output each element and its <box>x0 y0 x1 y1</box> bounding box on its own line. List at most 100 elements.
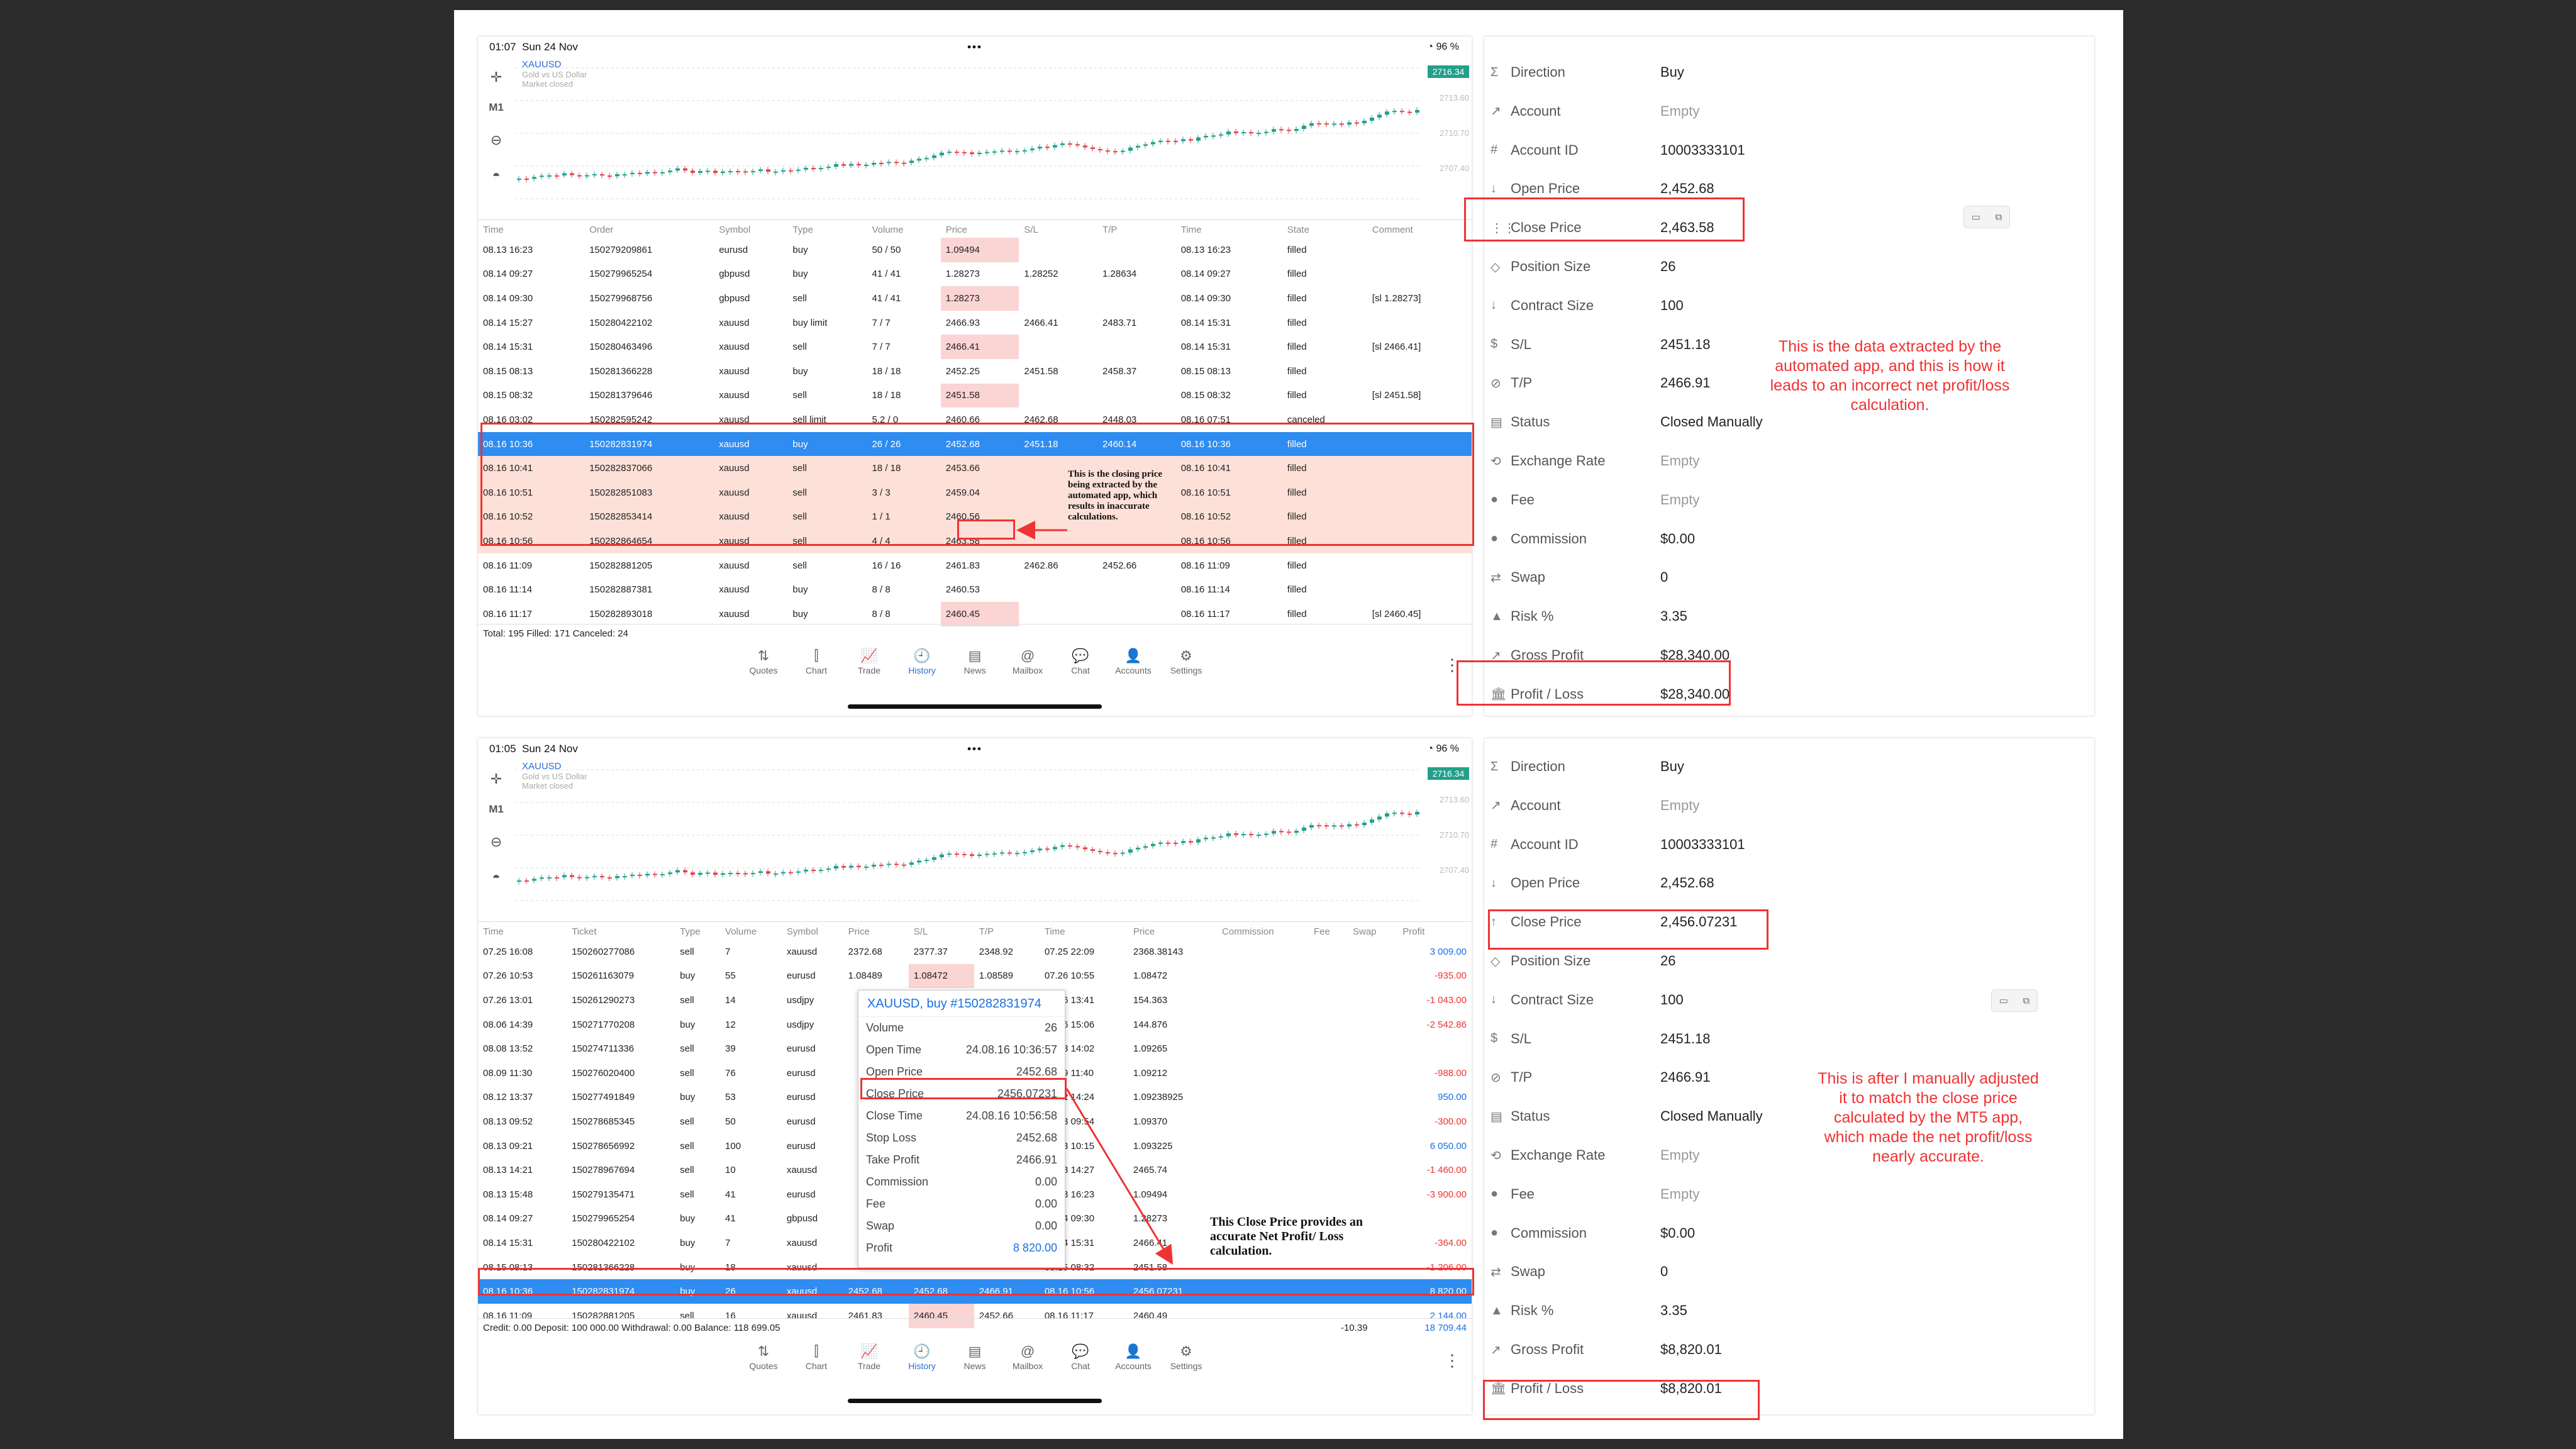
nav-history[interactable]: 🕘 History <box>904 1342 940 1386</box>
detail-row-position-size[interactable]: ◇ Position Size 26 <box>1484 251 2094 282</box>
candlestick-chart[interactable] <box>478 761 1472 922</box>
copy-icon[interactable]: ⧉ <box>1995 211 2002 223</box>
detail-row-fee[interactable]: ● Fee Empty <box>1484 1179 2094 1210</box>
detail-row-exchange-rate[interactable]: ⟲ Exchange Rate Empty <box>1484 1140 2094 1171</box>
table-row[interactable]: 08.08 13:52 150274711336 sell 39 eurusd 08.08… <box>478 1036 1472 1061</box>
home-indicator[interactable] <box>848 1399 1102 1403</box>
indicators-icon[interactable]: ◓ <box>492 167 501 183</box>
detail-row-close-price[interactable]: ⋮⋮ Close Price 2,463.58 <box>1484 212 2094 243</box>
detail-row-status[interactable]: ▤ Status Closed Manually <box>1484 406 2094 438</box>
table-row[interactable]: 08.06 14:39 150271770208 buy 12 usdjpy 08.06 … <box>478 1013 1472 1037</box>
detail-row-close-price[interactable]: ↑ Close Price 2,456.07231 <box>1484 906 2094 938</box>
nav-chart[interactable]: ⫿ Chart <box>798 647 835 691</box>
detail-row-gross-profit[interactable]: ↗ Gross Profit $8,820.01 <box>1484 1334 2094 1365</box>
table-row[interactable]: 07.26 10:53 150261163079 buy 55 eurusd 1.0848… <box>478 963 1472 989</box>
detail-row-position-size[interactable]: ◇ Position Size 26 <box>1484 945 2094 977</box>
detail-row-commission[interactable]: ● Commission $0.00 <box>1484 1218 2094 1249</box>
nav-mailbox[interactable]: @ Mailbox <box>1009 1342 1046 1386</box>
detail-row-open-price[interactable]: ↓ Open Price 2,452.68 <box>1484 867 2094 899</box>
table-row[interactable]: 08.15 08:13 150281366228 xauusd buy 18 / 18 2… <box>478 359 1472 384</box>
nav-quotes[interactable]: ⇅ Quotes <box>745 647 782 691</box>
timeframe-button[interactable]: M1 <box>489 101 504 113</box>
table-row[interactable]: 08.16 10:36 150282831974 xauusd buy 26 / 26 2… <box>478 431 1472 457</box>
table-row[interactable]: 08.16 10:51 150282851083 xauusd sell 3 / 3 24… <box>478 480 1472 505</box>
nav-quotes[interactable]: ⇅ Quotes <box>745 1342 782 1386</box>
price-chart[interactable]: ✛ M1 ⊖ ◓ XAUUSD Gold vs US Dollar Market c… <box>478 761 1472 922</box>
more-options-icon[interactable]: ⋮ <box>1444 1351 1460 1370</box>
nav-accounts[interactable]: 👤 Accounts <box>1115 647 1152 691</box>
detail-row-risk-[interactable]: ▲ Risk % 3.35 <box>1484 601 2094 632</box>
detail-row-exchange-rate[interactable]: ⟲ Exchange Rate Empty <box>1484 445 2094 477</box>
detail-row-fee[interactable]: ● Fee Empty <box>1484 484 2094 516</box>
detail-row-direction[interactable]: Σ Direction Buy <box>1484 751 2094 782</box>
nav-settings[interactable]: ⚙ Settings <box>1168 647 1204 691</box>
table-row[interactable]: 08.13 16:23 150279209861 eurusd buy 50 / 50 1… <box>478 238 1472 262</box>
nav-chat[interactable]: 💬 Chat <box>1062 1342 1099 1386</box>
close-price-actions[interactable]: ▭ ⧉ <box>1963 206 2010 228</box>
detail-row-swap[interactable]: ⇄ Swap 0 <box>1484 1256 2094 1287</box>
candlestick-chart[interactable] <box>478 59 1472 220</box>
indicators-icon[interactable]: ◓ <box>492 869 501 885</box>
table-row[interactable]: 08.14 09:27 150279965254 gbpusd buy 41 / 41 1… <box>478 262 1472 287</box>
detail-row-account[interactable]: ↗ Account Empty <box>1484 790 2094 821</box>
detail-row-direction[interactable]: Σ Direction Buy <box>1484 57 2094 88</box>
table-row[interactable]: 07.25 16:08 150260277086 sell 7 xauusd 2372.6… <box>478 940 1472 964</box>
timeframe-button[interactable]: M1 <box>489 803 504 815</box>
crosshair-icon[interactable]: ✛ <box>490 69 502 85</box>
detail-row-profit-loss[interactable]: 🏛 Profit / Loss $8,820.01 <box>1484 1373 2094 1404</box>
crosshair-icon[interactable]: ✛ <box>490 771 502 787</box>
table-row[interactable]: 08.16 10:56 150282864654 xauusd sell 4 / 4 24… <box>478 529 1472 553</box>
detail-row-status[interactable]: ▤ Status Closed Manually <box>1484 1101 2094 1132</box>
table-row[interactable]: 08.14 09:27 150279965254 buy 41 gbpusd 08.14 … <box>478 1207 1472 1231</box>
nav-news[interactable]: ▤ News <box>957 647 993 691</box>
nav-news[interactable]: ▤ News <box>957 1342 993 1386</box>
multitask-dots-icon[interactable]: ••• <box>967 41 982 53</box>
detail-row-swap[interactable]: ⇄ Swap 0 <box>1484 562 2094 593</box>
table-row[interactable]: 08.16 03:02 150282595242 xauusd sell limit 5… <box>478 408 1472 432</box>
nav-chat[interactable]: 💬 Chat <box>1062 647 1099 691</box>
position-detail-popup[interactable]: XAUUSD, buy #150282831974 Volume 26 Open Ti… <box>858 990 1065 1268</box>
detail-row-contract-size[interactable]: ↓ Contract Size 100 <box>1484 290 2094 321</box>
nav-chart[interactable]: ⫿ Chart <box>798 1342 835 1386</box>
detail-row-open-price[interactable]: ↓ Open Price 2,452.68 <box>1484 173 2094 204</box>
table-row[interactable]: 08.15 08:13 150281366228 buy 18 xauusd 08.15 … <box>478 1255 1472 1280</box>
detail-row-t-p[interactable]: ⊘ T/P 2466.91 <box>1484 1062 2094 1093</box>
detail-row-profit-loss[interactable]: 🏛 Profit / Loss $28,340.00 <box>1484 679 2094 710</box>
table-row[interactable]: 08.12 13:37 150277491849 buy 53 eurusd 08.12 … <box>478 1085 1472 1110</box>
detail-row-commission[interactable]: ● Commission $0.00 <box>1484 523 2094 555</box>
table-row[interactable]: 08.16 11:14 150282887381 xauusd buy 8 / 8 246… <box>478 577 1472 602</box>
table-row[interactable]: 08.15 08:32 150281379646 xauusd sell 18 / 18… <box>478 383 1472 408</box>
table-row[interactable]: 08.13 14:21 150278967694 sell 10 xauusd 08.13… <box>478 1158 1472 1182</box>
detail-row-s-l[interactable]: $ S/L 2451.18 <box>1484 1023 2094 1055</box>
nav-trade[interactable]: 📈 Trade <box>851 1342 887 1386</box>
detail-row-account-id[interactable]: # Account ID 10003333101 <box>1484 135 2094 166</box>
zoom-icon[interactable]: ⊖ <box>490 132 502 148</box>
table-row[interactable]: 08.16 11:09 150282881205 xauusd sell 16 / 16… <box>478 553 1472 578</box>
detail-row-contract-size[interactable]: ↓ Contract Size 100 <box>1484 984 2094 1016</box>
table-row[interactable]: 08.13 09:52 150278685345 sell 50 eurusd 08.13… <box>478 1109 1472 1134</box>
nav-settings[interactable]: ⚙ Settings <box>1168 1342 1204 1386</box>
table-row[interactable]: 08.14 15:27 150280422102 xauusd buy limit 7 … <box>478 311 1472 335</box>
zoom-icon[interactable]: ⊖ <box>490 834 502 850</box>
home-indicator[interactable] <box>848 704 1102 709</box>
comment-icon[interactable]: ▭ <box>1971 212 1980 223</box>
comment-icon[interactable]: ▭ <box>1999 996 2008 1006</box>
nav-trade[interactable]: 📈 Trade <box>851 647 887 691</box>
price-chart[interactable]: ✛ M1 ⊖ ◓ XAUUSD Gold vs US Dollar Market c… <box>478 59 1472 220</box>
nav-history[interactable]: 🕘 History <box>904 647 940 691</box>
multitask-dots-icon[interactable]: ••• <box>967 743 982 755</box>
table-row[interactable]: 08.16 11:17 150282893018 xauusd buy 8 / 8 246… <box>478 601 1472 626</box>
detail-row-risk-[interactable]: ▲ Risk % 3.35 <box>1484 1295 2094 1326</box>
table-row[interactable]: 08.16 10:41 150282837066 xauusd sell 18 / 18… <box>478 456 1472 480</box>
table-row[interactable]: 08.14 15:31 150280463496 xauusd sell 7 / 7 24… <box>478 335 1472 359</box>
table-row[interactable]: 08.14 09:30 150279968756 gbpusd sell 41 / 41… <box>478 286 1472 311</box>
detail-row-account-id[interactable]: # Account ID 10003333101 <box>1484 829 2094 860</box>
nav-accounts[interactable]: 👤 Accounts <box>1115 1342 1152 1386</box>
detail-row-t-p[interactable]: ⊘ T/P 2466.91 <box>1484 367 2094 399</box>
detail-row-gross-profit[interactable]: ↗ Gross Profit $28,340.00 <box>1484 640 2094 671</box>
table-row[interactable]: 08.13 15:48 150279135471 sell 41 eurusd 08.13… <box>478 1182 1472 1207</box>
detail-row-s-l[interactable]: $ S/L 2451.18 <box>1484 329 2094 360</box>
contract-size-actions[interactable]: ▭ ⧉ <box>1991 989 2038 1012</box>
detail-row-account[interactable]: ↗ Account Empty <box>1484 96 2094 127</box>
nav-mailbox[interactable]: @ Mailbox <box>1009 647 1046 691</box>
